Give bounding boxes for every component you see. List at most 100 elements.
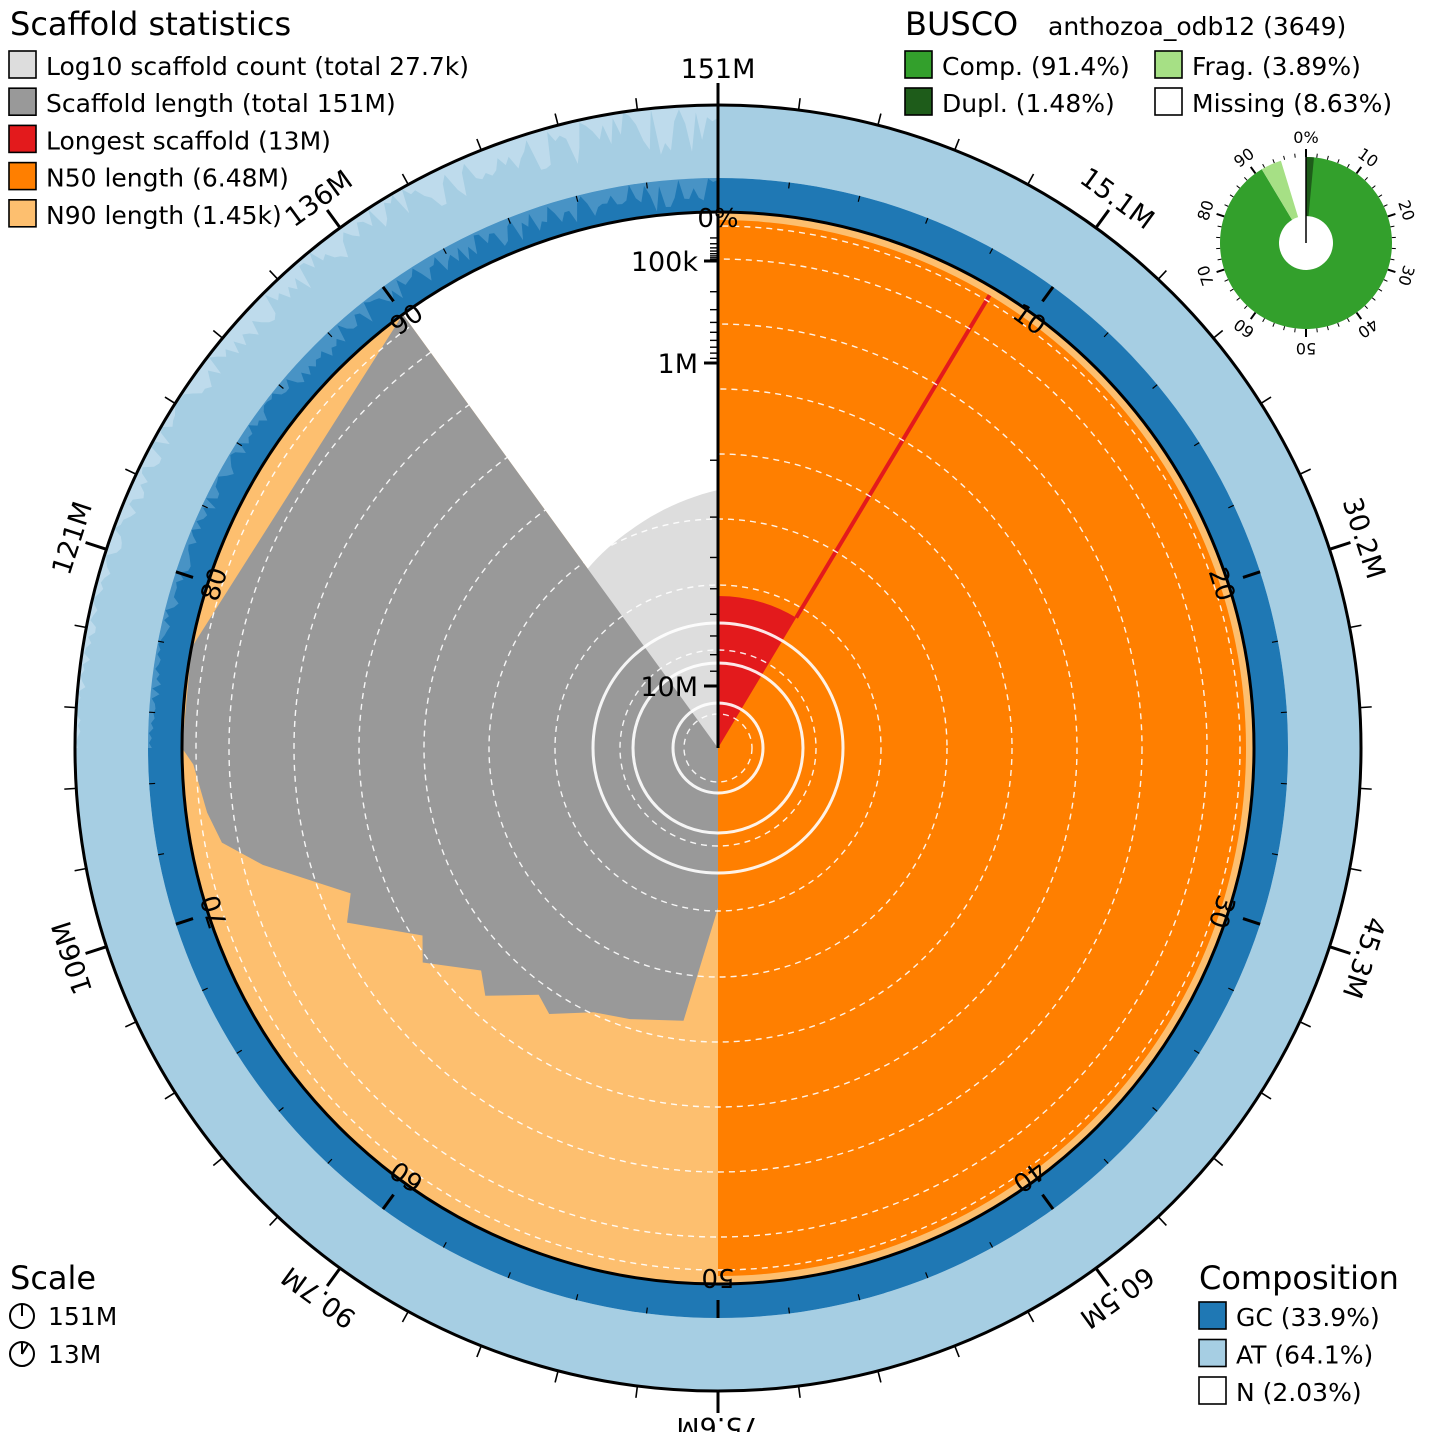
inner-tick — [1103, 332, 1109, 338]
outer-tick — [1359, 706, 1372, 709]
busco-tick — [1216, 268, 1225, 273]
outer-tick — [1212, 329, 1224, 339]
busco-tick — [1355, 311, 1363, 320]
outer-tick — [74, 867, 87, 872]
outer-tick — [554, 1370, 559, 1383]
radial-log-axis: 100k 1M 10M — [631, 214, 720, 748]
busco-tick-label: 10 — [1354, 144, 1382, 171]
busco-fragmented-label: Frag. (3.89%) — [1192, 52, 1361, 81]
outer-tick — [1027, 173, 1035, 185]
busco-tick — [1390, 258, 1395, 261]
inner-tick — [236, 1049, 243, 1054]
scaffold-stats-title: Scaffold statistics — [10, 5, 291, 43]
busco-tick — [1249, 311, 1257, 320]
log-grid-circle — [195, 225, 1241, 1271]
outer-tick-label: 151M — [681, 54, 756, 85]
radial-tick-label: 1M — [658, 349, 698, 380]
composition-legend: Composition GC (33.9%) AT (64.1%) N (2.03%… — [1198, 1259, 1399, 1407]
busco-tick-label: 20 — [1394, 198, 1418, 223]
inner-tick — [1242, 570, 1261, 579]
busco-tick — [1383, 204, 1388, 207]
composition-gc-swatch — [1198, 1301, 1227, 1330]
outer-tick — [124, 468, 137, 475]
busco-tick-label: 30 — [1394, 263, 1418, 288]
outer-tick — [1157, 269, 1167, 280]
inner-tick — [278, 384, 284, 389]
outer-tick — [797, 1385, 801, 1398]
inner-tick — [1228, 987, 1235, 992]
outer-tick — [635, 1385, 639, 1398]
inner-tick — [1228, 504, 1235, 509]
inner-tick — [645, 182, 648, 189]
busco-tick — [1387, 213, 1396, 218]
busco-legend: BUSCO anthozoa_odb12 (3649) Comp. (91.4%… — [904, 5, 1392, 118]
busco-tick — [1371, 185, 1376, 189]
busco-tick-label: 70 — [1193, 263, 1217, 288]
legend-longest-swatch — [8, 124, 37, 154]
inner-tick — [575, 195, 579, 202]
outer-tick — [85, 541, 107, 551]
outer-tick — [85, 945, 107, 955]
busco-tick — [1337, 322, 1340, 327]
pct-tick-label: 50 — [701, 1262, 734, 1292]
outer-tick — [164, 396, 176, 405]
busco-tick — [1346, 163, 1350, 168]
legend-count-swatch — [8, 50, 37, 79]
busco-tick-label: 60 — [1230, 315, 1258, 342]
log-grid-circle — [293, 323, 1143, 1173]
inner-tick — [989, 1241, 994, 1248]
inner-tick — [1041, 1193, 1055, 1211]
composition-n-swatch — [1198, 1376, 1227, 1405]
busco-tick — [1262, 318, 1266, 323]
busco-tick — [1229, 194, 1234, 198]
busco-duplicated-slice — [1306, 157, 1314, 217]
inner-tick — [788, 182, 791, 189]
busco-lineage: anthozoa_odb12 (3649) — [1048, 12, 1346, 41]
inner-tick — [1193, 442, 1200, 447]
legend-n90-swatch — [8, 199, 37, 228]
busco-tick — [1272, 159, 1275, 164]
inner-tick — [201, 504, 208, 509]
busco-tick — [1294, 328, 1296, 333]
busco-complete-swatch — [904, 50, 933, 79]
outer-tick — [164, 1091, 176, 1100]
legend-longest-label: Longest scaffold (13M) — [46, 126, 331, 155]
outer-tick — [1329, 541, 1351, 551]
inner-tick — [157, 640, 165, 643]
inner-tick — [175, 570, 194, 579]
composition-at-swatch — [1198, 1338, 1227, 1368]
inner-tick — [857, 1294, 861, 1301]
busco-tick — [1229, 288, 1234, 292]
busco-tick — [1326, 155, 1329, 160]
busco-tick — [1249, 166, 1257, 175]
inner-tick — [575, 1294, 579, 1301]
outer-tick — [1359, 787, 1372, 790]
outer-tick — [797, 98, 801, 111]
busco-tick — [1244, 305, 1248, 309]
inner-tick — [442, 1241, 447, 1248]
scaffold-stats-legend: Scaffold statistics Log10 scaffold count… — [8, 5, 469, 230]
outer-tick — [269, 269, 279, 280]
outer-tick — [269, 1216, 279, 1227]
legend-count-label: Log10 scaffold count (total 27.7k) — [46, 52, 469, 81]
inner-tick — [1242, 917, 1261, 926]
legend-length-label: Scaffold length (total 151M) — [46, 89, 396, 118]
busco-tick — [1364, 177, 1368, 181]
outer-tick — [212, 329, 224, 339]
outer-tick — [1329, 945, 1351, 955]
busco-tick — [1316, 328, 1318, 333]
busco-tick-label: 40 — [1354, 315, 1382, 342]
busco-missing-swatch — [1154, 87, 1183, 116]
outer-tick — [64, 706, 77, 709]
outer-tick-label: 106M — [46, 917, 99, 998]
busco-tick — [1326, 326, 1329, 331]
busco-tick — [1272, 322, 1275, 327]
busco-tick — [1355, 166, 1363, 175]
busco-tick — [1316, 153, 1318, 158]
legend-length-swatch — [8, 87, 37, 116]
inner-tick — [1271, 853, 1279, 856]
outer-tick — [635, 98, 639, 111]
busco-tick — [1371, 297, 1376, 301]
busco-tick — [1337, 159, 1340, 164]
